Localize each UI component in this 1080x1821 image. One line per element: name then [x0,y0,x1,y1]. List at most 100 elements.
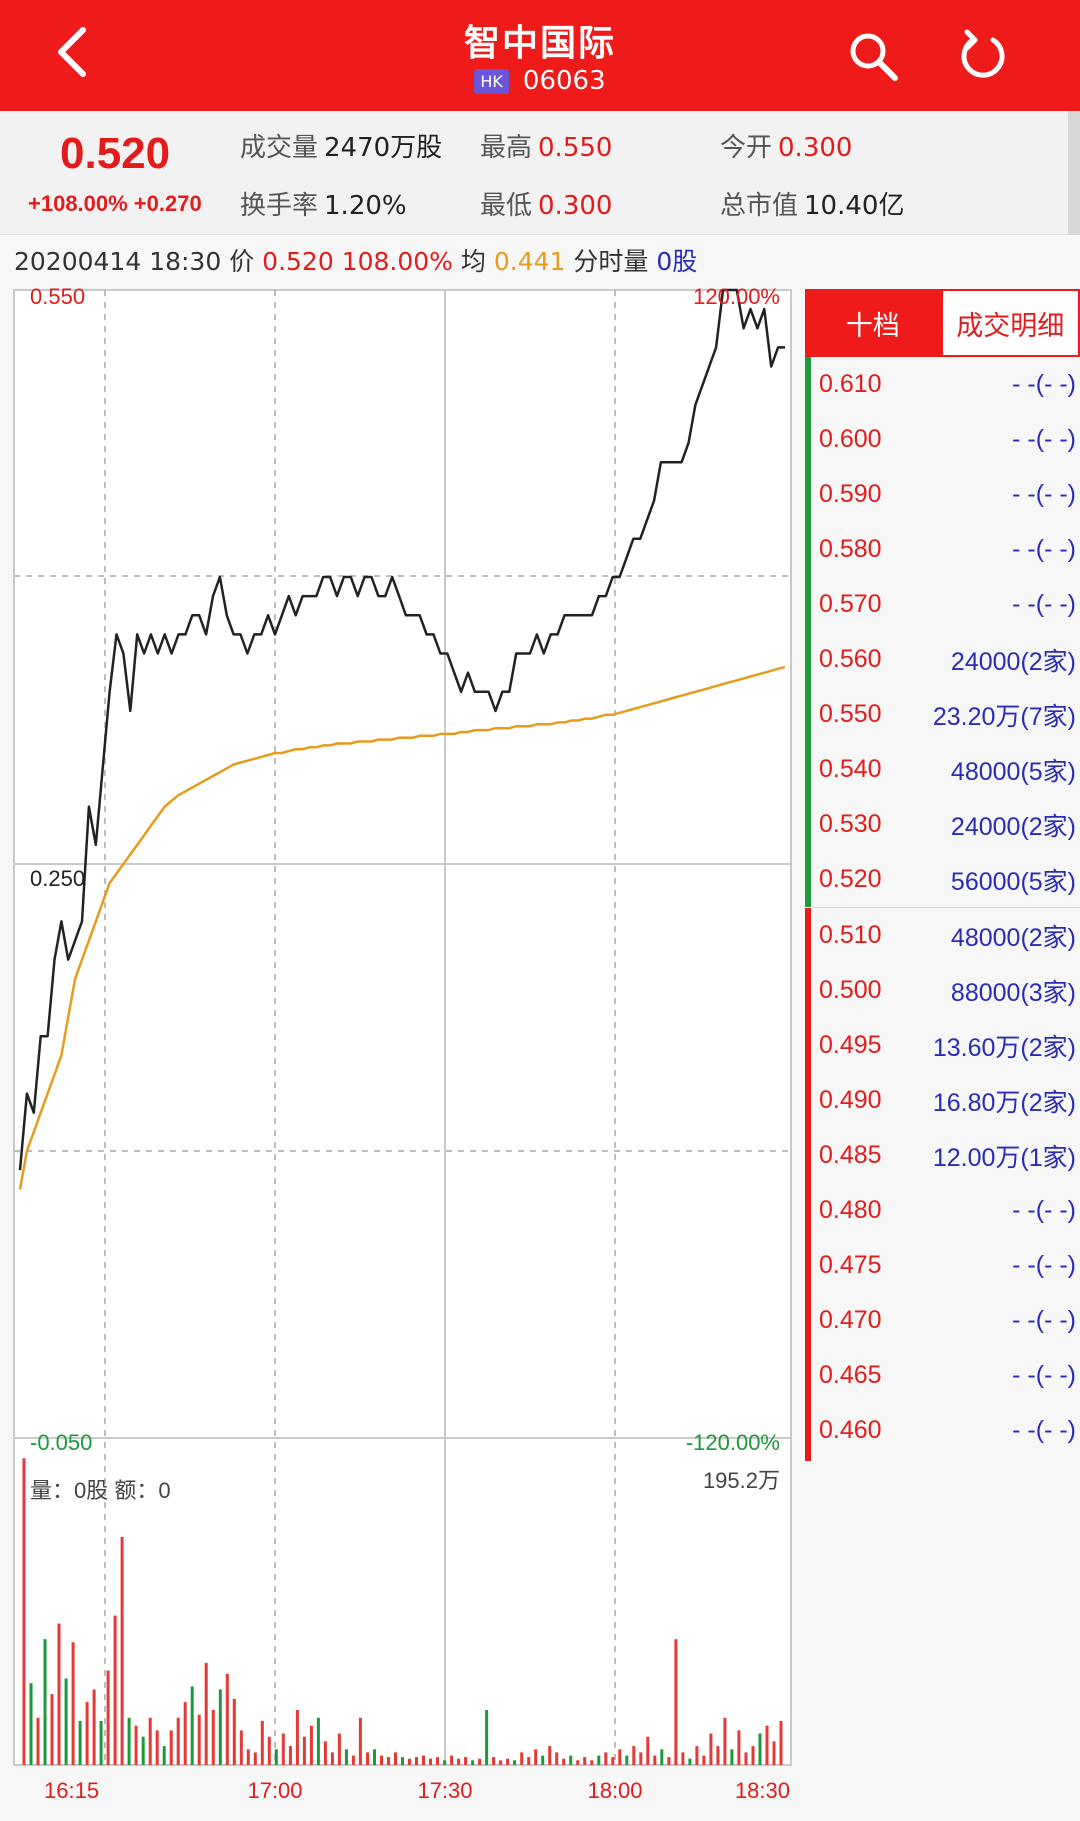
stat-mcap-label: 总市值 [720,191,799,221]
tab-trade-details[interactable]: 成交明细 [940,289,1080,357]
volume-bar [667,1757,671,1765]
book-divider [813,907,1080,908]
volume-bar [415,1757,418,1765]
order-book-tabs: 十档 成交明细 [805,289,1080,357]
page-title: 智中国际 [463,23,616,64]
volume-bar [176,1717,180,1765]
intraday-chart-svg[interactable]: 0.550 120.00% 0.250 -0.050 -120.00% 量：0股… [0,280,800,1803]
bid-price: 0.470 [819,1306,882,1334]
bid-price: 0.485 [819,1141,882,1169]
bid-row[interactable]: 0.485 12.00万(1家) [805,1128,1080,1183]
ask-row[interactable]: 0.540 48000(5家) [805,742,1080,797]
bid-row[interactable]: 0.470 - -(- -) [805,1293,1080,1348]
volume-bar [478,1758,482,1765]
refresh-icon[interactable] [955,28,1011,84]
stat-high-value: 0.550 [538,133,613,163]
volume-bar [36,1717,40,1765]
volume-bar [709,1733,713,1765]
time-label: 17:30 [417,1778,472,1800]
volume-bar [50,1694,54,1765]
volume-bar [779,1721,783,1765]
ask-quantity: - -(- -) [1012,370,1076,398]
scrollbar[interactable] [1068,111,1080,235]
bid-quantity: 16.80万(2家) [932,1088,1076,1117]
bid-row[interactable]: 0.490 16.80万(2家) [805,1073,1080,1128]
volume-bar [358,1717,362,1765]
time-label: 18:00 [587,1778,642,1800]
ask-row[interactable]: 0.590 - -(- -) [805,467,1080,522]
volume-bar [387,1757,390,1765]
bid-row[interactable]: 0.465 - -(- -) [805,1348,1080,1403]
bid-row[interactable]: 0.475 - -(- -) [805,1238,1080,1293]
stat-turnover-label: 换手率 [240,191,319,221]
search-icon[interactable] [845,28,901,84]
volume-bar [653,1755,657,1765]
bid-quantity: - -(- -) [1012,1361,1076,1389]
stat-open: 今开 0.300 [720,127,852,164]
ask-row[interactable]: 0.580 - -(- -) [805,522,1080,577]
volume-bar [253,1752,257,1765]
bid-quantity: 88000(3家) [950,978,1076,1007]
order-book: 十档 成交明细 0.610 - -(- -) 0.600 - -(- -) 0.590 -… [805,289,1080,1461]
volume-bar [618,1749,622,1765]
volume-bar [639,1752,643,1765]
volume-bar [155,1730,159,1765]
info-price-value: 0.520 108.00% [262,247,453,276]
volume-bar [534,1749,538,1765]
volume-bar [43,1639,47,1765]
volume-bar [239,1730,243,1765]
bid-row[interactable]: 0.495 13.60万(2家) [805,1018,1080,1073]
volume-bar [499,1760,503,1765]
bid-row[interactable]: 0.460 - -(- -) [805,1403,1080,1458]
price-axis-top: 0.550 [30,284,85,309]
ask-row[interactable]: 0.570 - -(- -) [805,577,1080,632]
volume-bar [366,1752,369,1765]
price-line [18,288,785,1171]
ask-side-bar [805,357,811,907]
ask-row[interactable]: 0.560 24000(2家) [805,632,1080,687]
intraday-chart[interactable]: 0.550 120.00% 0.250 -0.050 -120.00% 量：0股… [0,280,800,1803]
volume-bar [351,1755,355,1765]
volume-bar [723,1717,727,1765]
ask-row[interactable]: 0.530 24000(2家) [805,797,1080,852]
ask-price: 0.550 [819,700,882,728]
bid-row[interactable]: 0.480 - -(- -) [805,1183,1080,1238]
ask-row[interactable]: 0.610 - -(- -) [805,357,1080,412]
tab-depth[interactable]: 十档 [805,289,941,357]
volume-bar [730,1749,734,1765]
volume-bar [197,1714,201,1765]
average-line [18,665,786,1190]
ask-row[interactable]: 0.550 23.20万(7家) [805,687,1080,742]
ask-row[interactable]: 0.600 - -(- -) [805,412,1080,467]
ask-quantity: - -(- -) [1012,425,1076,453]
volume-bar [492,1757,496,1765]
bid-row[interactable]: 0.500 88000(3家) [805,963,1080,1018]
volume-bar [457,1758,461,1765]
volume-bar [688,1758,692,1765]
volume-bar [127,1717,131,1765]
back-arrow-icon[interactable] [45,22,105,82]
volume-bar [569,1755,573,1765]
stat-low: 最低 0.300 [480,185,612,222]
ask-price: 0.590 [819,480,882,508]
volume-bar [576,1760,580,1765]
volume-bar [29,1683,33,1765]
volume-bar [373,1749,376,1765]
ask-price: 0.580 [819,535,882,563]
volume-bar [772,1741,776,1765]
bid-row[interactable]: 0.510 48000(2家) [805,908,1080,963]
volume-bar [394,1752,397,1765]
volume-bar [380,1755,383,1765]
volume-bar [344,1749,348,1765]
app-header: 智中国际 HK 06063 [0,0,1080,111]
ask-row[interactable]: 0.520 56000(5家) [805,852,1080,907]
volume-bar [302,1736,306,1765]
ask-quantity: 56000(5家) [950,867,1076,896]
bid-price: 0.495 [819,1031,882,1059]
bid-side-bar [805,908,811,1461]
stat-mcap: 总市值 10.40亿 [720,185,904,222]
volume-bar [513,1760,517,1765]
volume-bar [64,1678,68,1765]
volume-bar [485,1710,489,1765]
volume-bar [120,1537,124,1765]
